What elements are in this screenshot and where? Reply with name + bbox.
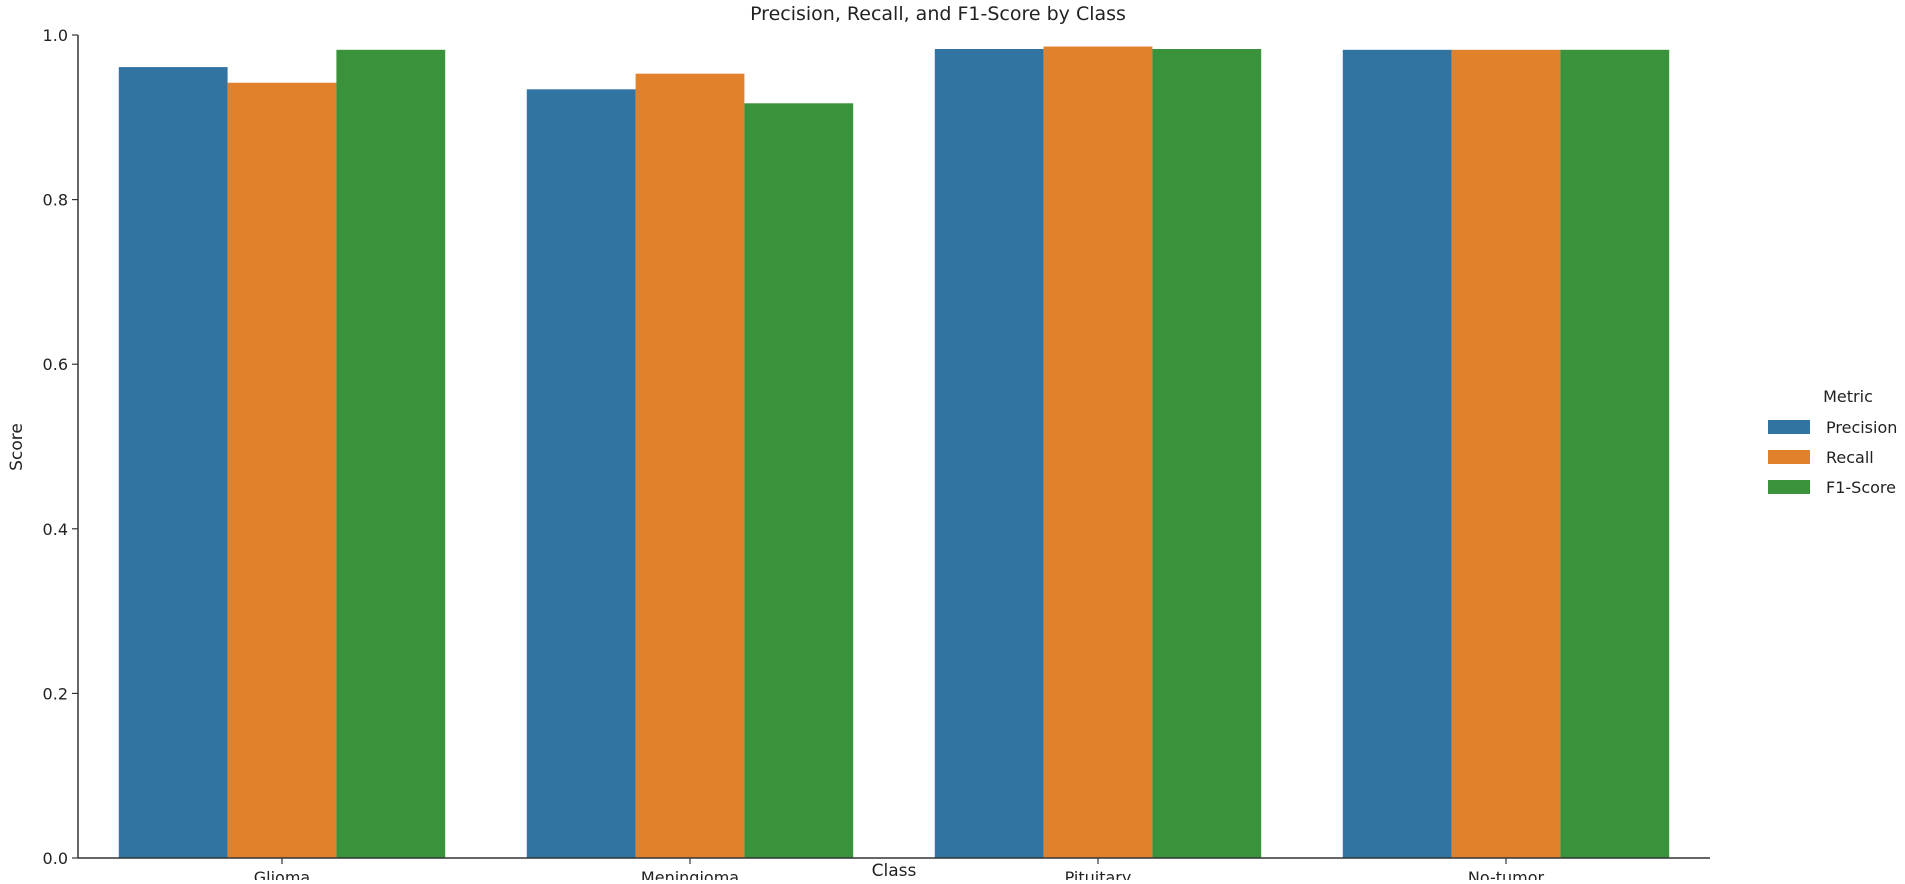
bar-meningioma-f1-score — [744, 103, 854, 858]
y-tick-label: 0.8 — [43, 191, 68, 210]
legend-item-recall: Recall — [1768, 448, 1874, 467]
bar-no-tumor-precision — [1342, 49, 1452, 858]
bar-glioma-f1-score — [336, 49, 446, 858]
x-tick-label: Pituitary — [1065, 868, 1132, 880]
legend-item-precision: Precision — [1768, 418, 1897, 437]
y-tick-label: 0.6 — [43, 355, 68, 374]
legend-swatch — [1768, 420, 1810, 434]
bar-pituitary-recall — [1043, 46, 1153, 859]
y-tick-label: 1.0 — [43, 26, 68, 45]
bar-pituitary-f1-score — [1152, 48, 1262, 858]
x-tick-label: Glioma — [254, 868, 310, 880]
y-tick-label: 0.2 — [43, 684, 68, 703]
x-axis-label: Class — [872, 861, 917, 880]
bar-no-tumor-recall — [1451, 49, 1561, 858]
legend-label: Precision — [1826, 418, 1897, 437]
bar-meningioma-precision — [526, 89, 636, 859]
bar-meningioma-recall — [635, 73, 745, 858]
bar-glioma-precision — [118, 67, 228, 859]
legend-label: Recall — [1826, 448, 1874, 467]
chart-title: Precision, Recall, and F1-Score by Class — [750, 3, 1126, 25]
legend-label: F1-Score — [1826, 478, 1896, 497]
bar-glioma-recall — [227, 82, 337, 858]
bar-pituitary-precision — [934, 48, 1044, 858]
x-tick-label: No-tumor — [1468, 868, 1545, 880]
legend-swatch — [1768, 450, 1810, 464]
legend-title: Metric — [1823, 387, 1873, 406]
legend-swatch — [1768, 480, 1810, 494]
legend-item-f1-score: F1-Score — [1768, 478, 1896, 497]
bar-no-tumor-f1-score — [1560, 49, 1670, 858]
y-tick-label: 0.0 — [43, 849, 68, 868]
y-axis-label: Score — [7, 423, 27, 471]
x-tick-label: Meningioma — [641, 868, 739, 880]
y-tick-label: 0.4 — [43, 520, 68, 539]
